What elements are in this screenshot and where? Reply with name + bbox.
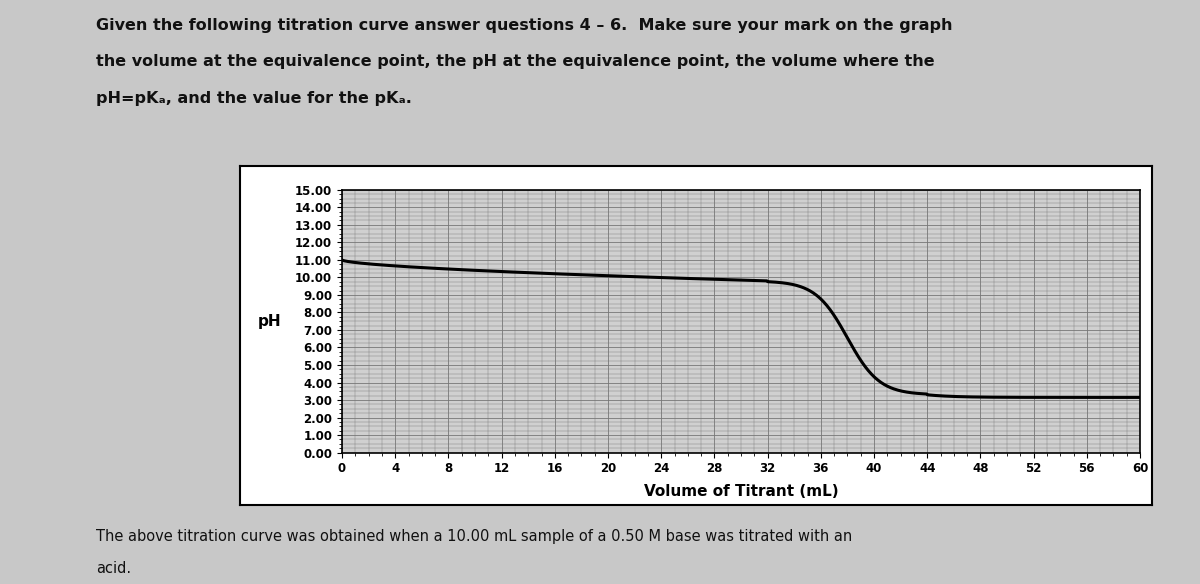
Text: the volume at the equivalence point, the pH at the equivalence point, the volume: the volume at the equivalence point, the… <box>96 54 935 69</box>
Text: Given the following titration curve answer questions 4 – 6.  Make sure your mark: Given the following titration curve answ… <box>96 18 953 33</box>
Text: pH: pH <box>258 314 282 329</box>
Text: pH=pKₐ, and the value for the pKₐ.: pH=pKₐ, and the value for the pKₐ. <box>96 91 412 106</box>
X-axis label: Volume of Titrant (mL): Volume of Titrant (mL) <box>643 484 839 499</box>
Text: acid.: acid. <box>96 561 131 576</box>
Text: The above titration curve was obtained when a 10.00 mL sample of a 0.50 M base w: The above titration curve was obtained w… <box>96 529 852 544</box>
